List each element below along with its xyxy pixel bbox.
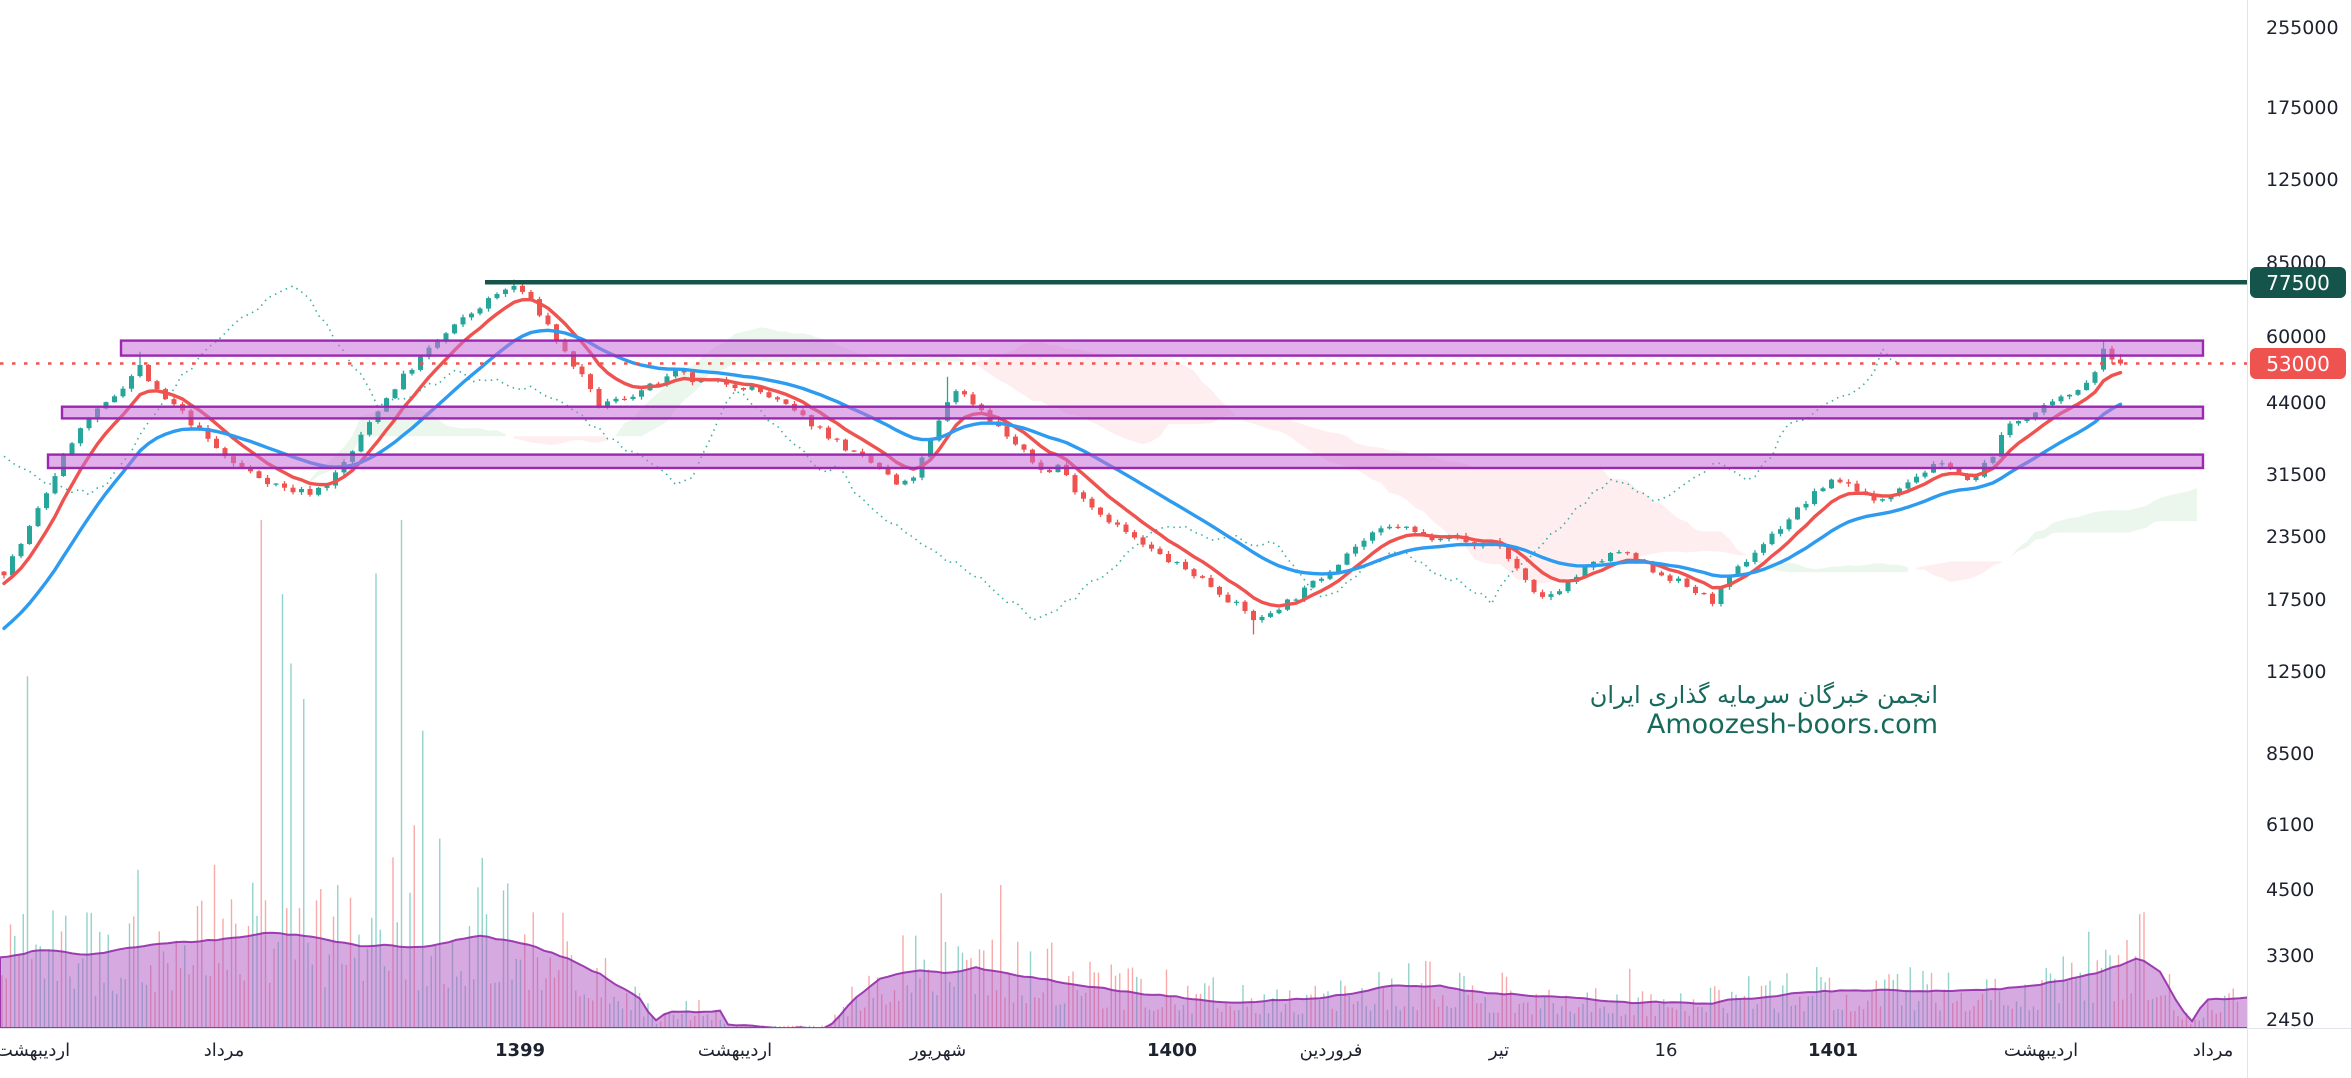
time-tick-label: شهریور [909,1040,967,1061]
price-tick-label: 175000 [2266,97,2339,119]
volume-ma-area [0,931,2247,1028]
price-tick-label: 8500 [2266,743,2315,765]
last-price-badge: 53000 [2250,348,2346,379]
price-tick-label: 255000 [2266,17,2339,39]
time-tick-label: تیر [1488,1040,1510,1061]
time-tick-label: 1399 [494,1040,546,1061]
price-tick-label: 2450 [2266,1009,2315,1031]
price-tick-label: 31500 [2266,464,2327,486]
price-tick-label: 4500 [2266,879,2315,901]
time-tick-label: فروردین [1299,1040,1363,1061]
resistance-price-badge: 77500 [2250,267,2346,298]
zones-layer [46,339,2205,470]
time-tick-label: 1401 [1807,1040,1859,1061]
time-tick-label: اردیبهشت [2003,1040,2079,1061]
supply-zone-upper [119,339,2205,357]
price-tick-label: 6100 [2266,814,2315,836]
time-axis[interactable]: اردیبهشت مرداد 1399 اردیبهشت شهریور 1400 فرورد… [0,1028,2351,1078]
time-tick-label: 1400 [1146,1040,1198,1061]
supply-zone-middle [60,405,2205,420]
price-tick-label: 23500 [2266,526,2327,548]
supply-zone-lower [46,453,2205,470]
price-tick-label: 12500 [2266,661,2327,683]
price-tick-label: 17500 [2266,589,2327,611]
price-tick-label: 44000 [2266,392,2327,414]
price-tick-label: 125000 [2266,169,2339,191]
price-tick-label: 3300 [2266,945,2315,967]
time-tick-label: اردیبهشت [0,1040,71,1061]
time-tick-label: اردیبهشت [697,1040,773,1061]
chart-svg [0,279,2247,1028]
time-tick-label: مرداد [2192,1040,2234,1061]
chart-canvas[interactable]: انجمن خبرگان سرمایه گذاری ایران Amoozesh… [0,0,2247,1028]
chikou-line [3,285,1900,622]
time-tick-label: مرداد [203,1040,245,1061]
price-axis[interactable]: 77500 53000 255000 175000 125000 85000 60000… [2247,0,2351,1031]
price-tick-label: 60000 [2266,326,2327,348]
time-tick-label: 16 [1654,1040,1678,1061]
axis-separator [2247,1029,2248,1078]
